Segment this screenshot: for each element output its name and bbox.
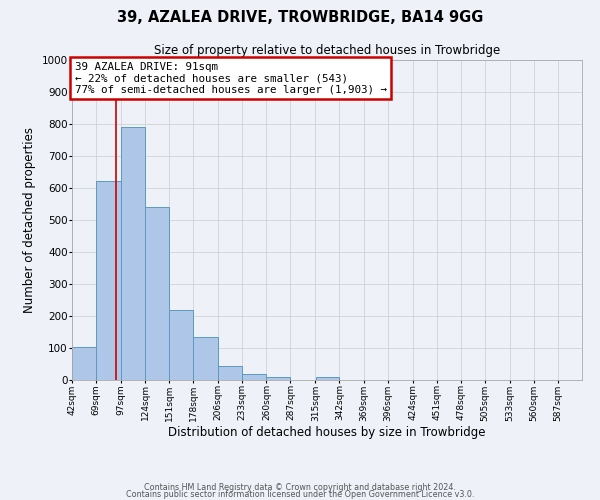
- Text: 39, AZALEA DRIVE, TROWBRIDGE, BA14 9GG: 39, AZALEA DRIVE, TROWBRIDGE, BA14 9GG: [117, 10, 483, 25]
- Bar: [316, 377, 340, 380]
- Bar: [145, 207, 169, 380]
- Bar: [266, 377, 290, 380]
- Text: 39 AZALEA DRIVE: 91sqm
← 22% of detached houses are smaller (543)
77% of semi-de: 39 AZALEA DRIVE: 91sqm ← 22% of detached…: [74, 62, 386, 95]
- Bar: [242, 374, 266, 380]
- Bar: [72, 347, 96, 380]
- Y-axis label: Number of detached properties: Number of detached properties: [23, 127, 36, 313]
- X-axis label: Distribution of detached houses by size in Trowbridge: Distribution of detached houses by size …: [168, 426, 486, 439]
- Bar: [193, 337, 218, 380]
- Title: Size of property relative to detached houses in Trowbridge: Size of property relative to detached ho…: [154, 44, 500, 58]
- Bar: [96, 180, 121, 380]
- Bar: [169, 310, 193, 380]
- Text: Contains public sector information licensed under the Open Government Licence v3: Contains public sector information licen…: [126, 490, 474, 499]
- Bar: [218, 366, 242, 380]
- Bar: [121, 127, 145, 380]
- Text: Contains HM Land Registry data © Crown copyright and database right 2024.: Contains HM Land Registry data © Crown c…: [144, 484, 456, 492]
